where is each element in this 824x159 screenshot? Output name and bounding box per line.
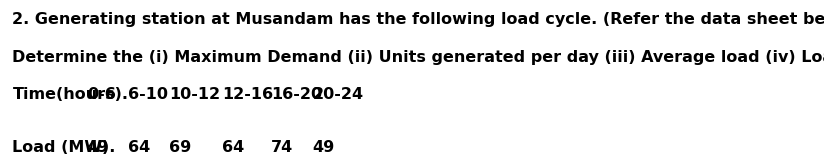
- Text: 20-24: 20-24: [312, 87, 363, 102]
- Text: Time(hours).: Time(hours).: [12, 87, 129, 102]
- Text: 16-20: 16-20: [271, 87, 322, 102]
- Text: 0-6: 0-6: [87, 87, 115, 102]
- Text: 49: 49: [312, 140, 335, 155]
- Text: 74: 74: [271, 140, 293, 155]
- Text: Load (MW).: Load (MW).: [12, 140, 116, 155]
- Text: 12-16: 12-16: [222, 87, 273, 102]
- Text: 10-12: 10-12: [170, 87, 221, 102]
- Text: 2. Generating station at Musandam has the following load cycle. (Refer the data : 2. Generating station at Musandam has th…: [12, 12, 824, 27]
- Text: 49: 49: [87, 140, 109, 155]
- Text: 6-10: 6-10: [128, 87, 168, 102]
- Text: Determine the (i) Maximum Demand (ii) Units generated per day (iii) Average load: Determine the (i) Maximum Demand (ii) Un…: [12, 50, 824, 65]
- Text: 64: 64: [222, 140, 244, 155]
- Text: 64: 64: [128, 140, 150, 155]
- Text: 69: 69: [170, 140, 192, 155]
